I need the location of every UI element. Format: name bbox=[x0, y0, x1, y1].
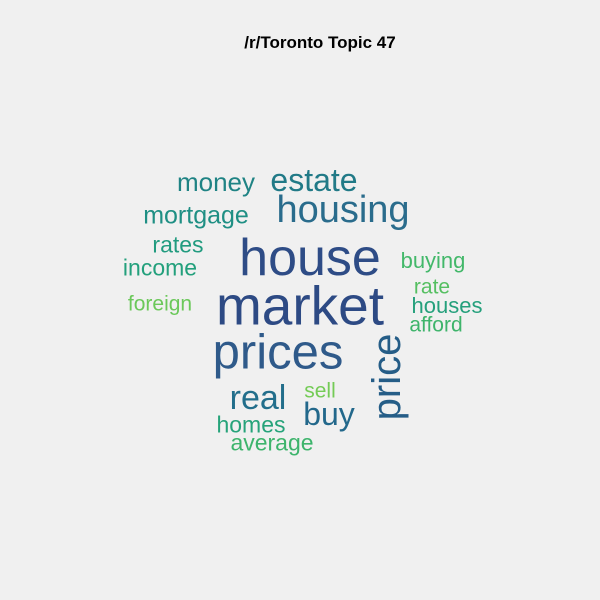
word-rate: rate bbox=[413, 275, 451, 299]
word-housing: housing bbox=[276, 189, 410, 231]
word-mortgage: mortgage bbox=[143, 201, 249, 230]
word-houses: houses bbox=[411, 293, 483, 318]
word-house: house bbox=[239, 229, 381, 287]
word-money: money bbox=[176, 167, 256, 197]
word-income: income bbox=[122, 254, 198, 281]
word-sell: sell bbox=[304, 379, 336, 403]
chart-title: /r/Toronto Topic 47 bbox=[244, 33, 396, 52]
word-homes: homes bbox=[216, 411, 286, 438]
word-foreign: foreign bbox=[127, 292, 193, 316]
word-buying: buying bbox=[400, 248, 466, 273]
word-price: price bbox=[365, 333, 409, 421]
word-market: market bbox=[215, 274, 385, 337]
word-afford: afford bbox=[409, 313, 463, 337]
word-real: real bbox=[229, 379, 287, 417]
word-estate: estate bbox=[270, 162, 358, 198]
word-prices: prices bbox=[212, 325, 344, 380]
word-buy: buy bbox=[303, 396, 355, 432]
word-average: average bbox=[230, 429, 314, 456]
word-rates: rates bbox=[152, 231, 204, 258]
